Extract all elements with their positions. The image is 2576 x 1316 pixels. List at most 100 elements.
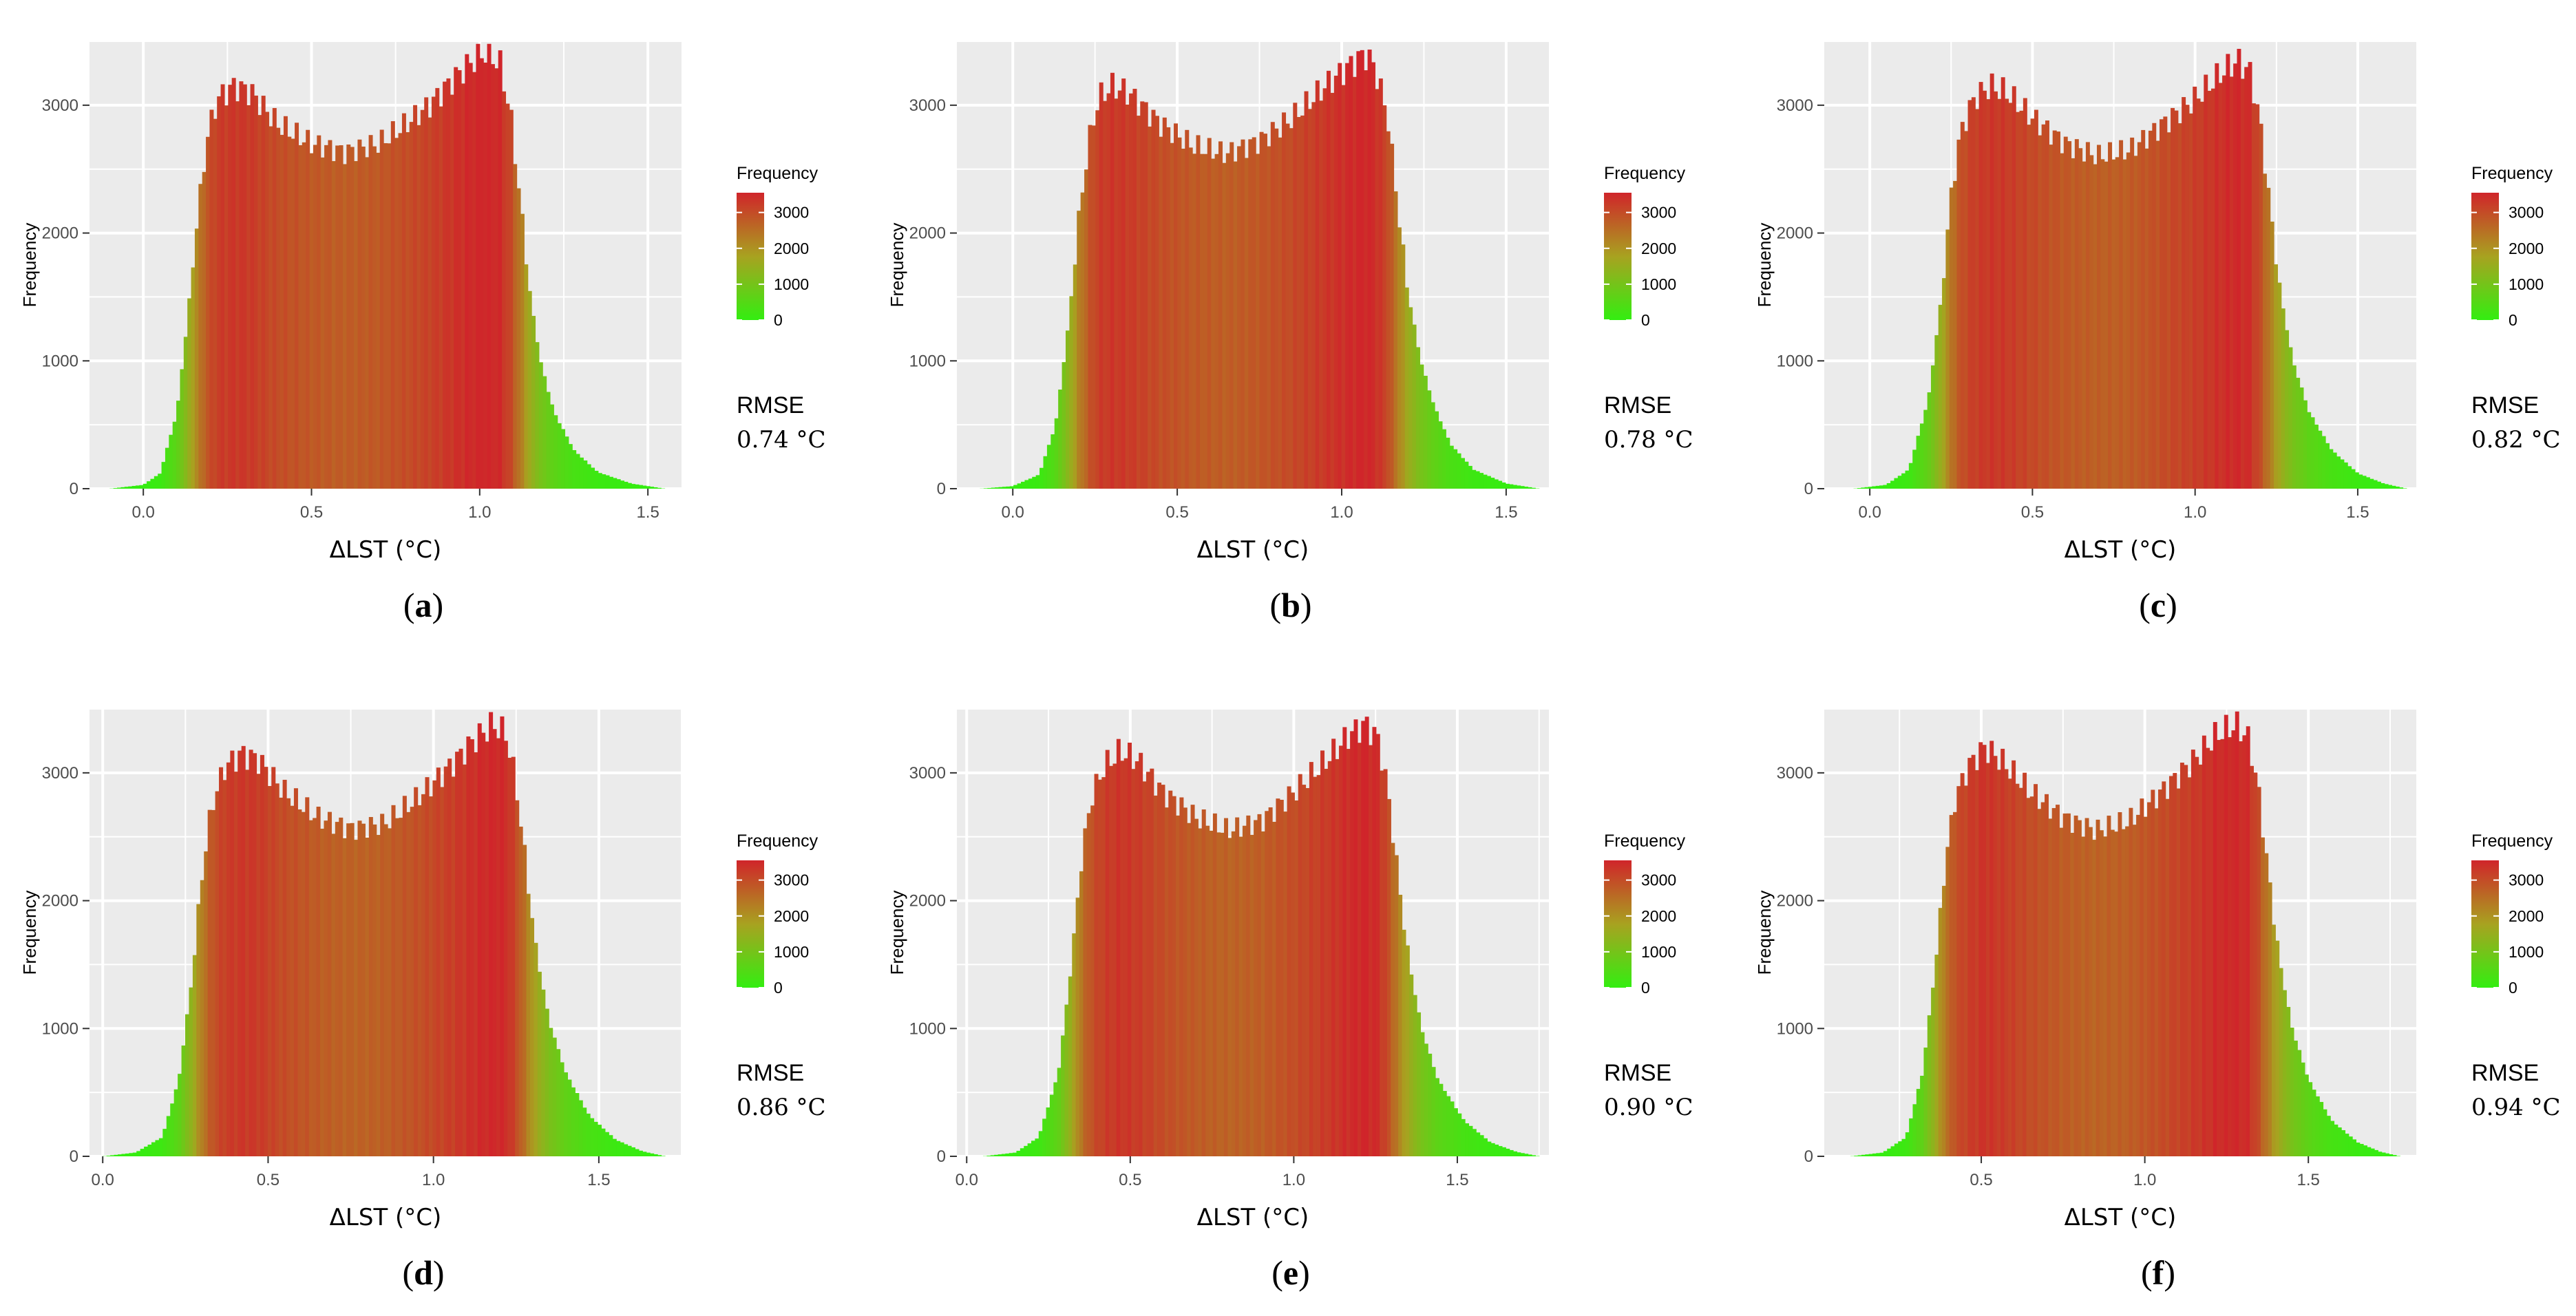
- histogram-bar: [1013, 485, 1018, 489]
- histogram-bar: [189, 987, 193, 1156]
- histogram-bar: [2329, 449, 2334, 489]
- histogram-bar: [2268, 882, 2272, 1156]
- legend-colorbar: [737, 860, 764, 988]
- histogram-bar: [653, 1154, 658, 1156]
- histogram-bar: [1442, 429, 1446, 489]
- histogram-bar: [2012, 86, 2016, 489]
- histogram-bar: [331, 161, 336, 489]
- histogram-bar: [1960, 773, 1965, 1156]
- histogram-bar: [2229, 76, 2234, 489]
- histogram-bar: [461, 83, 465, 489]
- histogram-bar: [2196, 98, 2201, 489]
- histogram-bar: [1982, 745, 1987, 1156]
- histogram-bar: [457, 70, 462, 489]
- histogram-panel-c: 0.0 0.5 1.0 1.5 0 1000 2000 3000 Frequency ΔLST (…: [1754, 41, 2561, 564]
- histogram-bar: [1166, 127, 1171, 489]
- histogram-bar: [1894, 478, 1899, 489]
- histogram-bar: [1439, 1083, 1444, 1156]
- histogram-bar: [2125, 826, 2130, 1156]
- histogram-bar: [1423, 375, 1428, 489]
- histogram-bar: [1994, 91, 1998, 489]
- histogram-bar: [1993, 756, 1998, 1156]
- histogram-bar: [1435, 411, 1439, 489]
- histogram-bar: [609, 1135, 613, 1156]
- histogram-bar: [2310, 417, 2315, 489]
- histogram-bar: [2045, 794, 2049, 1156]
- histogram-bar: [2292, 365, 2297, 489]
- histogram-bar: [1125, 104, 1130, 489]
- y-tick-label: 0: [1804, 480, 1813, 498]
- histogram-bar: [427, 117, 432, 489]
- histogram-bar: [2293, 1040, 2298, 1156]
- histogram-bar: [2130, 137, 2135, 489]
- histogram-bar: [537, 971, 542, 1156]
- y-axis-title: Frequency: [19, 891, 40, 975]
- histogram-bar: [1072, 933, 1077, 1156]
- histogram-bar: [505, 103, 510, 489]
- histogram-bar: [2244, 67, 2249, 489]
- histogram-bar: [2351, 469, 2356, 489]
- histogram-bar: [1061, 1035, 1066, 1156]
- legend-tick-label: 0: [774, 311, 783, 329]
- histogram-bar: [1077, 211, 1081, 489]
- histogram-bar: [1252, 137, 1256, 489]
- histogram-bar: [2007, 778, 2012, 1156]
- legend-tick-label: 1000: [2509, 943, 2544, 961]
- histogram-bar: [650, 487, 655, 489]
- histogram-bar: [110, 1155, 115, 1156]
- histogram-bar: [1021, 481, 1026, 489]
- histogram-bar: [1872, 486, 1877, 489]
- histogram-bar: [191, 267, 196, 489]
- histogram-bar: [1315, 80, 1320, 489]
- histogram-bar: [291, 138, 295, 489]
- histogram-bar: [465, 54, 469, 489]
- histogram-bar: [1398, 895, 1403, 1156]
- x-tick-label: 1.5: [2346, 503, 2369, 522]
- histogram-bar: [1446, 437, 1450, 489]
- histogram-bar: [2356, 1143, 2361, 1156]
- histogram-bar: [2136, 814, 2141, 1156]
- histogram-bar: [192, 955, 197, 1156]
- histogram-bar: [1938, 304, 1943, 489]
- histogram-bar: [535, 342, 540, 489]
- histogram-bar: [1289, 128, 1294, 489]
- histogram-bar: [2343, 462, 2348, 489]
- histogram-bar: [2107, 816, 2111, 1156]
- histogram-bar: [1417, 1012, 1422, 1156]
- histogram-bar: [1367, 50, 1372, 489]
- histogram-bar: [2195, 756, 2199, 1156]
- histogram-bar: [1335, 758, 1340, 1156]
- histogram-bar: [1912, 1104, 1917, 1156]
- y-tick-label: 2000: [909, 224, 946, 243]
- histogram-bar: [194, 229, 199, 489]
- histogram-bar: [220, 84, 225, 489]
- histogram-bar: [1248, 139, 1253, 489]
- histogram-bar: [2359, 1143, 2364, 1156]
- histogram-bar: [1283, 811, 1288, 1156]
- histogram-bar: [2262, 173, 2267, 489]
- panel-label-b: (b): [1269, 586, 1312, 624]
- histogram-bar: [1185, 129, 1190, 489]
- histogram-bar: [472, 72, 477, 489]
- histogram-bar: [260, 754, 264, 1156]
- histogram-bar: [1890, 480, 1895, 489]
- histogram-bar: [1207, 138, 1212, 489]
- histogram-bar: [1879, 1152, 1884, 1156]
- rmse-value: 0.78 °C: [1604, 426, 1693, 454]
- histogram-bar: [1501, 1147, 1506, 1156]
- histogram-bar: [379, 129, 384, 489]
- histogram-bar: [2108, 142, 2112, 489]
- histogram-bar: [2308, 1082, 2313, 1156]
- histogram-bar: [2152, 123, 2157, 489]
- histogram-bar: [413, 105, 418, 489]
- histogram-bar: [2222, 75, 2227, 489]
- histogram-bar: [1027, 1143, 1032, 1156]
- histogram-bar: [1494, 479, 1499, 489]
- histogram-bar: [2163, 116, 2168, 489]
- histogram-bar: [376, 152, 381, 489]
- histogram-bar: [1498, 1146, 1503, 1156]
- histogram-bar: [2045, 120, 2049, 489]
- histogram-bar: [1199, 153, 1204, 489]
- histogram-bar: [549, 404, 554, 489]
- histogram-bar: [1238, 836, 1243, 1156]
